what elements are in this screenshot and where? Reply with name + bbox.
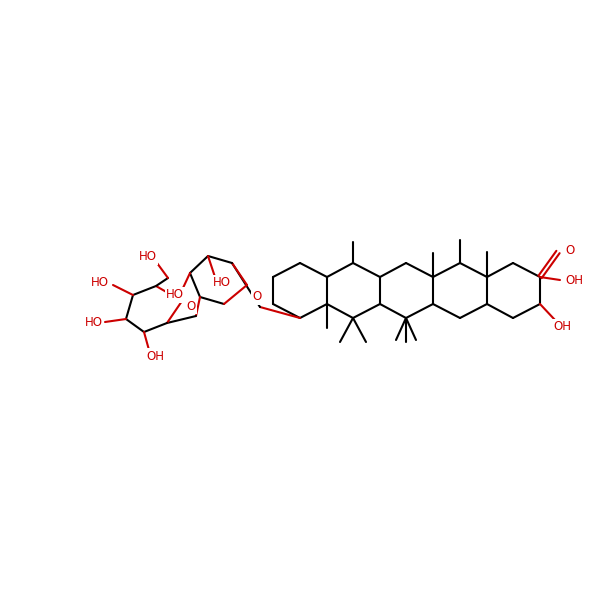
Text: OH: OH <box>553 320 571 334</box>
Text: OH: OH <box>565 274 583 286</box>
Text: O: O <box>565 244 575 257</box>
Text: HO: HO <box>139 251 157 263</box>
Text: HO: HO <box>166 289 184 301</box>
Text: O: O <box>253 290 262 304</box>
Text: OH: OH <box>146 349 164 362</box>
Text: HO: HO <box>85 316 103 329</box>
Text: HO: HO <box>91 275 109 289</box>
Text: HO: HO <box>213 277 231 289</box>
Text: O: O <box>187 299 196 313</box>
